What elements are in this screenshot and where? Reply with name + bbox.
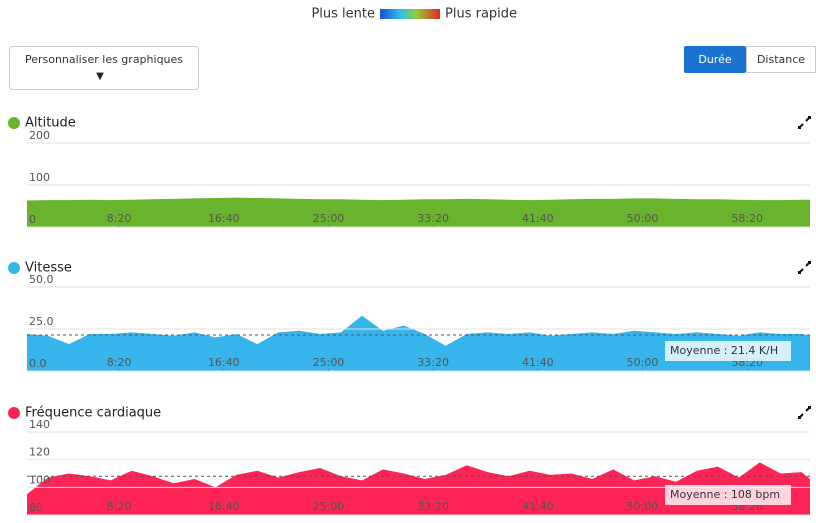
toggle-active-label: Durée (698, 53, 731, 66)
x-tick-label: 8:20 (107, 212, 132, 225)
expand-icon[interactable] (798, 261, 811, 274)
customize-arrow: ▼ (96, 71, 104, 82)
legend-slow: Plus lente (311, 7, 375, 22)
x-tick-label: 41:40 (522, 356, 554, 369)
x-tick-label: 50:00 (627, 500, 659, 513)
y-tick-label: 50.0 (29, 273, 54, 286)
expand-icon[interactable] (798, 406, 811, 419)
area (27, 462, 810, 515)
y-tick-label: 200 (29, 129, 50, 142)
x-tick-label: 25:00 (313, 500, 345, 513)
toggle-other[interactable] (746, 46, 816, 73)
x-tick-label: 33:20 (417, 356, 449, 369)
average-label: Moyenne : 108 bpm (670, 488, 780, 501)
x-tick-label: 16:40 (208, 500, 240, 513)
series-dot (8, 407, 20, 419)
x-tick-label: 8:20 (107, 500, 132, 513)
customize-label: Personnaliser les graphiques (25, 53, 183, 66)
area (27, 197, 810, 227)
y-tick-label: 100 (29, 171, 50, 184)
x-tick-label: 25:00 (313, 356, 345, 369)
y-tick-label: 25.0 (29, 315, 54, 328)
expand-arrows (798, 261, 811, 274)
x-tick-label: 33:20 (417, 500, 449, 513)
y-tick-label: 140 (29, 418, 50, 431)
x-tick-label: 16:40 (208, 356, 240, 369)
area (27, 315, 810, 371)
x-tick-label: 50:00 (627, 212, 659, 225)
chart-title: Altitude (25, 116, 76, 131)
x-tick-label: 50:00 (627, 356, 659, 369)
expand-arrows (798, 406, 811, 419)
expand-arrows (798, 116, 811, 129)
average-box (665, 341, 791, 361)
x-tick-label: 58:20 (731, 212, 763, 225)
y-tick-label: 0 (29, 213, 36, 226)
chart-title: Fréquence cardiaque (25, 406, 161, 421)
x-tick-label: 8:20 (107, 356, 132, 369)
expand-icon[interactable] (798, 116, 811, 129)
series-dot (8, 117, 20, 129)
x-tick-label: 41:40 (522, 212, 554, 225)
speed-gradient (380, 9, 440, 19)
y-tick-label: 120 (29, 446, 50, 459)
customize-button[interactable] (9, 46, 199, 90)
average-box (665, 485, 791, 505)
x-tick-label: 33:20 (417, 212, 449, 225)
y-tick-label: 80 (29, 501, 43, 514)
x-tick-label: 25:00 (313, 212, 345, 225)
legend-fast: Plus rapide (445, 7, 517, 22)
chart-title: Vitesse (25, 261, 72, 276)
average-label: Moyenne : 21.4 K/H (670, 344, 778, 357)
y-tick-label: 0.0 (29, 357, 47, 370)
x-tick-label: 16:40 (208, 212, 240, 225)
toggle-other-label: Distance (757, 53, 805, 66)
y-tick-label: 100 (29, 473, 50, 486)
series-dot (8, 262, 20, 274)
toggle-active[interactable] (684, 46, 746, 73)
x-tick-label: 41:40 (522, 500, 554, 513)
